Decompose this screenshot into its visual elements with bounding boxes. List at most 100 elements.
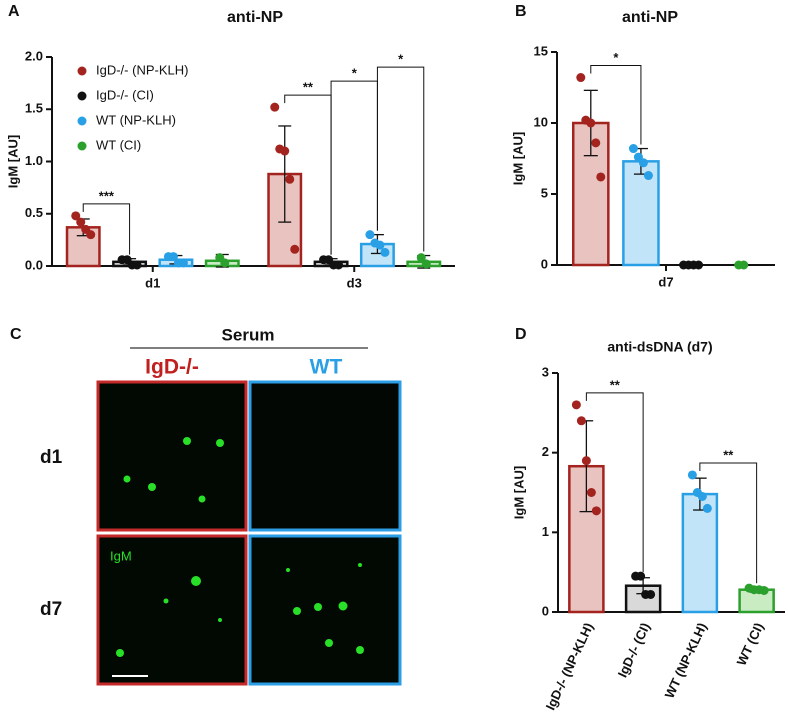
y-tick-label: 1.0	[25, 153, 43, 168]
y-tick-label: 5	[541, 185, 548, 200]
panel-letter: A	[8, 3, 20, 20]
significance-label: ***	[99, 188, 115, 203]
data-point	[596, 172, 606, 182]
significance-label: *	[613, 50, 619, 65]
x-tick-label: d7	[658, 274, 673, 289]
inset-label: IgM	[110, 548, 132, 563]
data-point	[380, 247, 390, 257]
legend-marker	[77, 91, 87, 101]
data-point	[365, 230, 375, 240]
bar	[681, 492, 719, 614]
data-point	[375, 240, 385, 250]
data-point	[694, 260, 704, 270]
micrograph	[96, 534, 248, 686]
y-axis-label: IgM [AU]	[5, 135, 20, 188]
y-tick-label: 1.5	[25, 101, 43, 116]
image-title: Serum	[222, 325, 275, 344]
micrograph	[248, 380, 402, 532]
data-point	[571, 400, 581, 410]
data-point	[220, 258, 230, 268]
y-tick-label: 0	[542, 603, 549, 618]
data-point	[636, 571, 646, 581]
row-label: d1	[40, 447, 63, 468]
data-point	[687, 470, 697, 480]
data-point	[697, 491, 707, 501]
data-point	[638, 158, 648, 168]
data-point	[71, 211, 81, 221]
y-tick-label: 0	[541, 256, 548, 271]
column-label: IgD-/-	[145, 356, 199, 379]
data-point	[280, 146, 290, 156]
significance-label: *	[352, 66, 358, 81]
legend-label: IgD-/- (CI)	[96, 87, 154, 102]
data-point	[628, 144, 638, 154]
data-point	[581, 456, 591, 466]
column-label: WT	[310, 356, 343, 379]
chart-title: anti-dsDNA (d7)	[607, 339, 712, 355]
panel-c: C Serum IgD-/- WT d1 d7 IgM	[10, 325, 402, 686]
data-point	[285, 174, 295, 184]
micrograph	[248, 534, 402, 686]
row-label: d7	[40, 599, 62, 620]
data-point	[739, 260, 749, 270]
significance-bracket	[699, 462, 758, 584]
data-point	[591, 506, 601, 516]
data-point	[168, 252, 178, 262]
significance-bracket	[376, 66, 425, 252]
panel-letter: C	[10, 326, 22, 343]
significance-bracket	[330, 80, 378, 255]
legend-marker	[77, 66, 87, 76]
x-tick-label: WT (NP-KLH)	[662, 620, 710, 700]
significance-label: **	[723, 447, 734, 462]
legend-label: WT (CI)	[96, 137, 141, 152]
data-point	[586, 488, 596, 497]
data-point	[586, 118, 596, 128]
chart-title: anti-NP	[622, 9, 678, 26]
data-point	[702, 503, 712, 513]
data-point	[270, 102, 280, 112]
y-tick-label: 0.0	[25, 257, 43, 272]
data-point	[643, 171, 653, 181]
y-tick-label: 10	[534, 114, 548, 129]
legend-marker	[77, 116, 87, 126]
chart-title: anti-NP	[227, 9, 283, 26]
x-tick-label: d3	[347, 275, 362, 290]
y-tick-label: 0.5	[25, 205, 43, 220]
significance-label: *	[398, 52, 404, 67]
panel-letter: B	[515, 3, 527, 20]
bar	[622, 160, 660, 267]
significance-label: **	[303, 80, 314, 95]
data-point	[421, 259, 431, 269]
data-point	[76, 217, 86, 227]
data-point	[86, 230, 96, 240]
y-axis-label: IgM [AU]	[511, 466, 526, 519]
panel-letter: D	[515, 326, 527, 343]
y-tick-label: 2	[542, 444, 549, 459]
significance-label: **	[610, 377, 621, 392]
x-tick-label: WT (CI)	[734, 620, 767, 668]
legend-label: WT (NP-KLH)	[96, 112, 176, 127]
data-point	[334, 260, 344, 270]
significance-bracket	[585, 392, 644, 573]
x-tick-label: IgD-/- (NP-KLH)	[543, 620, 597, 712]
y-tick-label: 15	[534, 43, 548, 58]
data-point	[576, 73, 586, 83]
data-point	[591, 138, 601, 148]
legend-label: IgD-/- (NP-KLH)	[96, 62, 188, 77]
y-axis-label: IgM [AU]	[510, 132, 525, 185]
legend-marker	[77, 141, 87, 151]
data-point	[646, 589, 656, 599]
micrograph	[96, 380, 248, 532]
y-tick-label: 1	[542, 524, 549, 539]
data-point	[576, 416, 586, 426]
significance-bracket	[590, 65, 642, 145]
cell-spots	[116, 437, 364, 657]
data-point	[759, 585, 769, 595]
x-tick-label: d1	[145, 275, 160, 290]
significance-bracket	[82, 203, 131, 255]
x-tick-label: IgD-/- (CI)	[615, 620, 653, 679]
data-point	[178, 258, 188, 268]
data-point	[416, 253, 426, 263]
data-point	[290, 244, 300, 254]
